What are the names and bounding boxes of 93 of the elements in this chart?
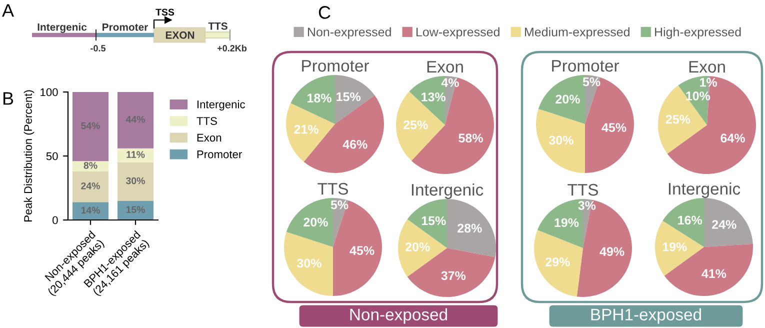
legend-label: Medium-expressed — [525, 27, 630, 39]
text: Promoter — [102, 24, 148, 31]
data-label: 30% — [126, 177, 145, 184]
data-label: 11% — [126, 151, 145, 158]
bar — [72, 161, 108, 172]
data-label: 14% — [81, 206, 100, 214]
data-label: 15% — [126, 206, 145, 214]
data-label: 15% — [422, 216, 446, 226]
text: BPH1-exposed — [591, 308, 701, 324]
chart-title: Intergenic — [412, 183, 484, 199]
data-label: 1% — [700, 78, 718, 87]
data-label: 41% — [702, 269, 726, 278]
data-label: 20% — [406, 242, 430, 252]
pie-slice — [447, 199, 496, 258]
legend-label: Exon — [197, 134, 222, 142]
data-label: 5% — [582, 77, 600, 86]
chart-title: B — [3, 92, 14, 105]
data-label: 15% — [336, 92, 361, 102]
y-tick-label: 100 — [40, 88, 58, 96]
data-label: 16% — [678, 216, 702, 225]
text: EXON — [166, 31, 194, 39]
bar — [118, 92, 154, 148]
legend-label: Intergenic — [197, 100, 245, 111]
y-tick-label: 0 — [52, 216, 58, 224]
data-label: 28% — [458, 224, 482, 233]
chart-title: Exon — [689, 61, 725, 73]
data-label: 13% — [422, 92, 446, 102]
data-label: 20% — [304, 218, 328, 227]
data-label: 25% — [666, 114, 690, 124]
pie-slice — [664, 244, 753, 296]
data-label: 45% — [602, 123, 626, 132]
data-label: 10% — [686, 92, 710, 100]
text: TTS — [208, 22, 228, 30]
data-label: 19% — [662, 242, 687, 252]
legend-label: Low-expressed — [416, 27, 500, 39]
data-label: 29% — [546, 257, 570, 266]
text: Intergenic — [38, 23, 87, 33]
data-label: 25% — [404, 120, 428, 130]
y-axis-title: Peak Distribution (Percent) — [24, 90, 34, 222]
chart-title: Promoter — [552, 60, 619, 72]
data-label: 45% — [350, 246, 374, 255]
pie-slice — [335, 75, 375, 124]
pie-slice — [667, 76, 756, 174]
text: A — [2, 4, 14, 17]
data-label: 19% — [554, 218, 579, 228]
chart-title: TTS — [568, 184, 598, 196]
text: C — [318, 6, 330, 19]
data-label: 37% — [441, 271, 466, 280]
legend-label: Non-expressed — [308, 27, 391, 39]
data-label: 3% — [578, 201, 596, 210]
text: Promoter — [302, 60, 369, 72]
pie-slice — [396, 91, 445, 161]
pie-slice — [536, 108, 585, 173]
legend-label: Promoter — [197, 150, 242, 158]
data-label: 20% — [556, 94, 580, 104]
chart-title: TTS — [318, 182, 348, 195]
chart-title: Intergenic — [668, 182, 740, 198]
bar — [118, 162, 154, 201]
data-label: 49% — [600, 247, 624, 256]
text: -0.5 — [90, 45, 106, 52]
bar — [72, 202, 108, 220]
data-label: 44% — [126, 116, 145, 123]
y-tick-label: 50 — [46, 152, 58, 160]
data-label: 18% — [308, 94, 332, 103]
chart-title: Exon — [427, 61, 463, 73]
pie-slice — [534, 230, 583, 297]
data-label: 8% — [84, 162, 98, 169]
pie-slice — [585, 77, 634, 173]
data-label: 4% — [441, 78, 459, 88]
pie-slice — [333, 200, 382, 296]
pie-slice — [290, 75, 335, 124]
data-label: 30% — [548, 136, 574, 145]
data-label: 5% — [330, 200, 348, 210]
pie-slice — [284, 232, 333, 296]
data-label: 21% — [294, 124, 318, 134]
legend-label: High-expressed — [655, 27, 741, 39]
data-label: 64% — [720, 134, 745, 143]
text: TSS — [156, 8, 174, 16]
data-label: 58% — [458, 134, 483, 143]
text: +0.2Kb — [217, 44, 247, 52]
data-label: 54% — [81, 122, 100, 130]
bar — [72, 171, 108, 202]
text: Non-exposed — [350, 308, 447, 324]
bar — [72, 92, 108, 162]
data-label: 24% — [712, 220, 736, 229]
legend-label: TTS — [196, 117, 217, 125]
data-label: 24% — [81, 182, 100, 190]
pie-slice — [704, 198, 753, 247]
data-label: 46% — [342, 140, 368, 149]
pie-slice — [538, 75, 585, 124]
pie-slice — [286, 103, 335, 162]
pie-slice — [286, 198, 333, 247]
data-label: 30% — [296, 258, 322, 268]
